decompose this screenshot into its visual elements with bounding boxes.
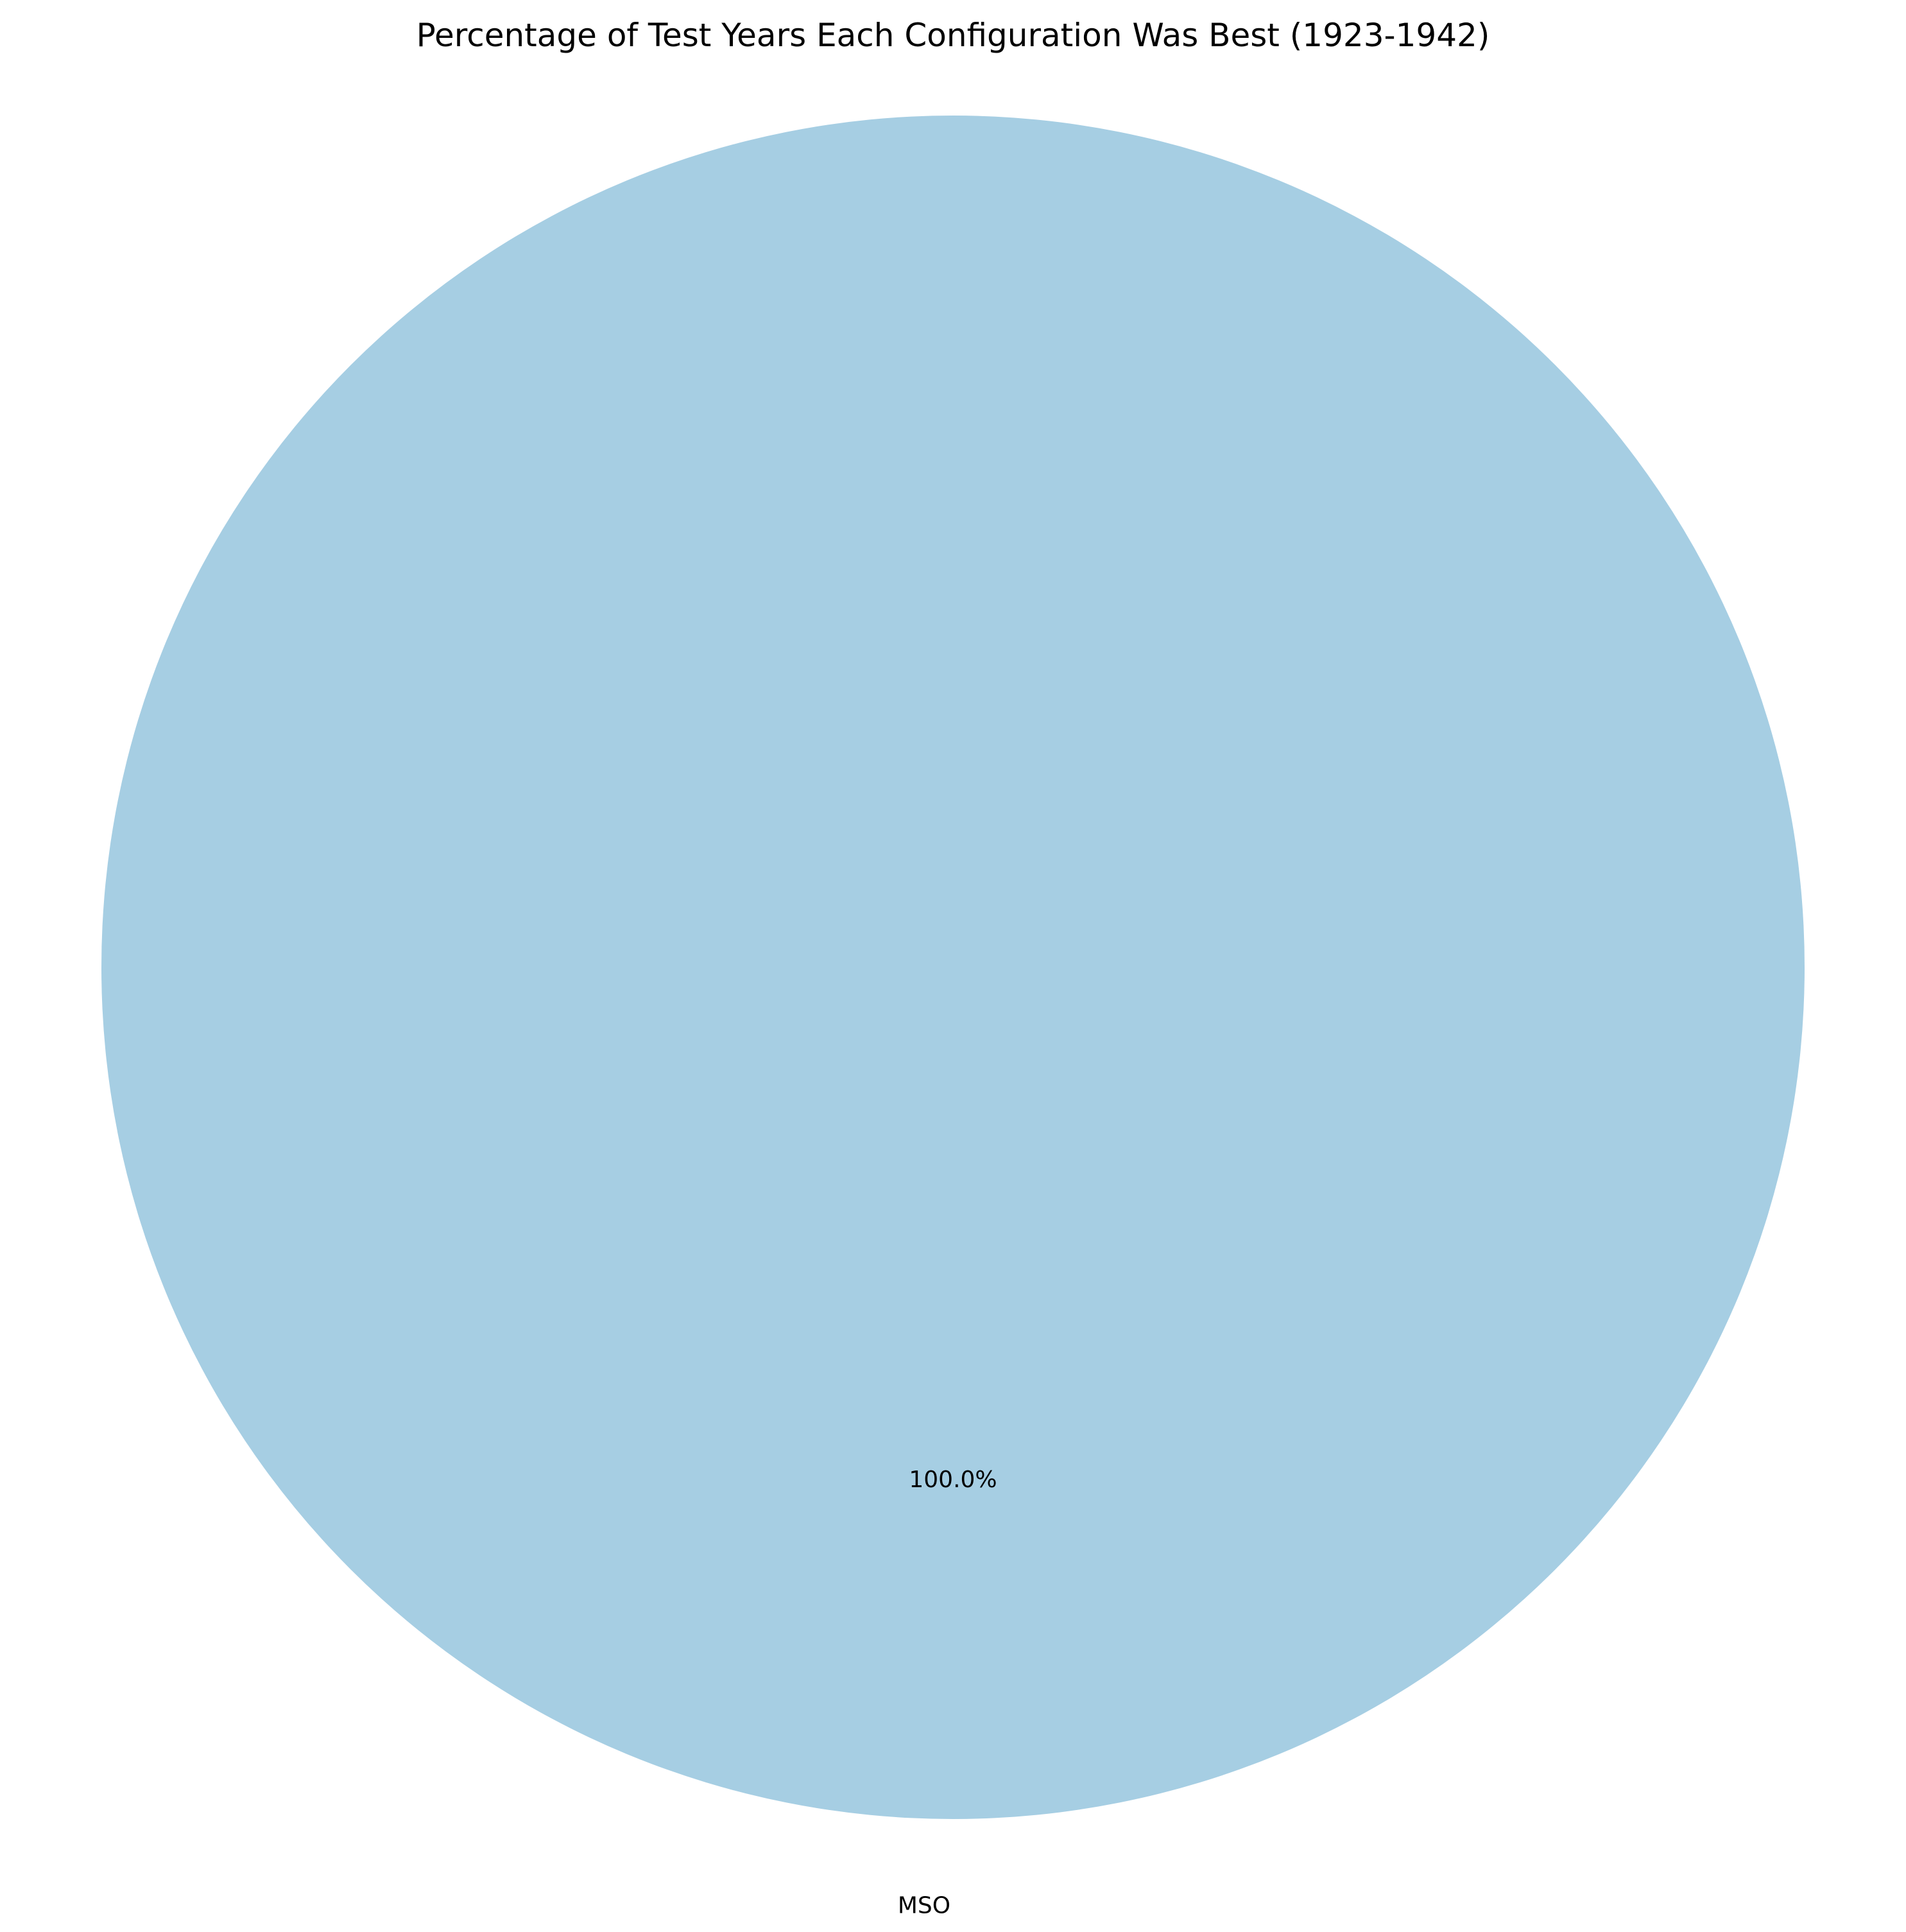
- slice-percent-label: 100.0%: [909, 1467, 997, 1493]
- pie-slice-mso: [101, 116, 1805, 1819]
- chart-title: Percentage of Test Years Each Configurat…: [416, 17, 1490, 54]
- pie-labels: MSO 100.0%: [898, 1467, 997, 1919]
- slice-label: MSO: [898, 1893, 950, 1919]
- pie-slices: [101, 116, 1805, 1819]
